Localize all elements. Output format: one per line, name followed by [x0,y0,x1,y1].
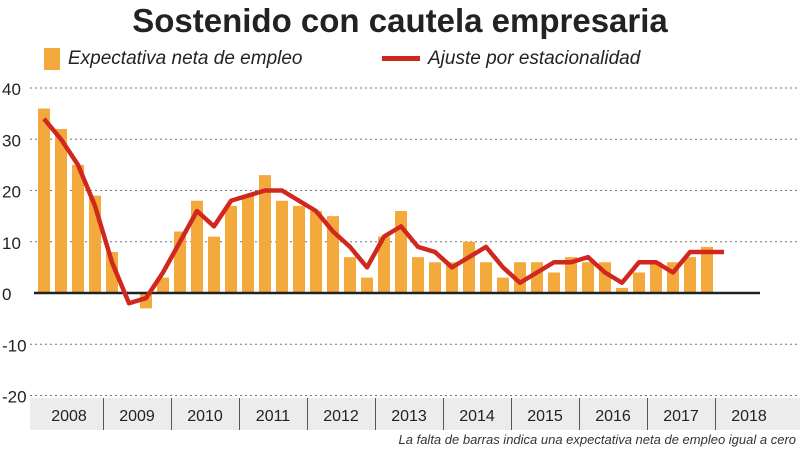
line-series [42,117,724,306]
bar [565,257,577,293]
bar [72,164,84,293]
bar [344,257,356,293]
bar [633,272,645,293]
y-tick-label: 40 [2,80,21,99]
bar [497,277,509,293]
bar [208,236,220,293]
chart-title: Sostenido con cautela empresaria [132,2,668,39]
bar [361,277,373,293]
x-tick-label: 2010 [187,408,223,425]
bar [55,129,67,293]
legend-bar-label: Expectativa neta de empleo [68,48,303,70]
legend-line-label: Ajuste por estacionalidad [428,48,641,69]
legend-line-swatch [382,56,420,62]
bar [225,205,237,293]
x-tick-label: 2018 [731,408,767,425]
bar [310,211,322,293]
bar [157,277,169,293]
bar [429,262,441,293]
bar [480,262,492,293]
bar [684,257,696,293]
x-tick-label: 2013 [391,408,427,425]
bar [463,241,475,293]
y-tick-label: 20 [2,183,21,202]
bar [293,205,305,293]
bar [242,195,254,293]
bar [395,211,407,293]
x-tick-label: 2008 [51,408,87,425]
footnote: La falta de barras indica una expectativ… [398,432,796,447]
x-tick-label: 2012 [323,408,359,425]
bar [650,262,662,293]
x-tick-label: 2016 [595,408,631,425]
y-tick-label: -20 [2,388,27,407]
x-tick-label: 2011 [256,408,291,425]
bar [412,257,424,293]
bar [191,200,203,293]
y-tick-label: 10 [2,234,21,253]
x-axis-band [30,398,800,430]
y-tick-label: -10 [2,336,27,355]
legend-bar: Expectativa neta de empleo [44,48,303,70]
bar [446,262,458,293]
bar [106,252,118,293]
bar [276,200,288,293]
bar [548,272,560,293]
bar [38,108,50,293]
bar [259,175,271,293]
legend-bar-swatch [44,48,60,70]
bar [701,246,713,293]
x-tick-label: 2009 [119,408,155,425]
y-tick-label: 30 [2,131,21,150]
x-tick-label: 2014 [459,408,495,425]
y-tick-label: 0 [2,285,11,304]
bar [514,262,526,293]
bar [582,262,594,293]
x-tick-label: 2017 [663,408,699,425]
bar [616,287,628,293]
x-tick-label: 2015 [527,408,563,425]
bar [378,236,390,293]
legend-line: Ajuste por estacionalidad [382,48,640,70]
